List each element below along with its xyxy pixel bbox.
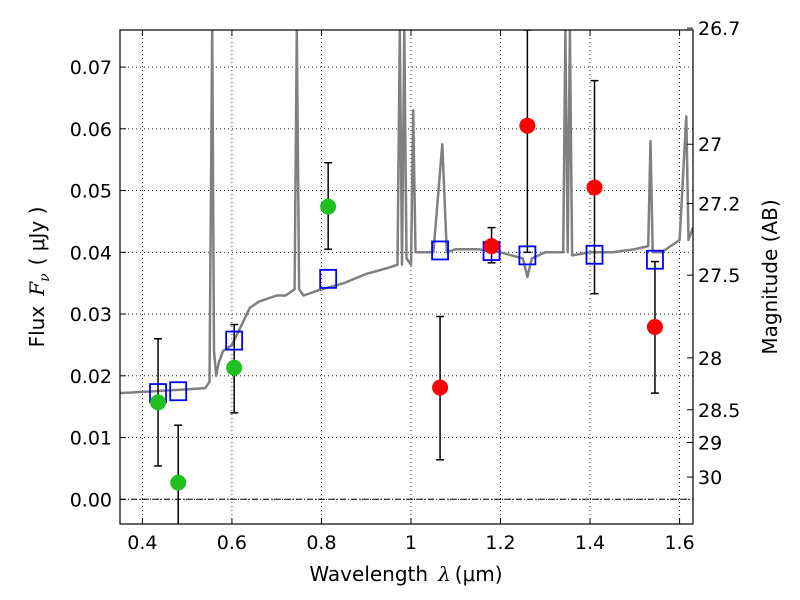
red-point — [483, 238, 500, 255]
green-point — [320, 198, 337, 215]
model-square — [225, 330, 244, 351]
green-point — [170, 474, 187, 491]
model-square — [646, 249, 664, 270]
y2-tick-label: 28.5 — [698, 400, 740, 422]
y2-tick-label: 28 — [698, 348, 722, 370]
x-tick-label: 0.4 — [127, 532, 157, 554]
y2-tick-label: 26.7 — [698, 18, 740, 40]
y2-axis-title: Magnitude (AB) — [758, 199, 782, 354]
x-tick-label: 1.2 — [485, 532, 515, 554]
axis-ticks: 0.4 0.6 0.8 1 1.2 1.4 1.6 0.00 0.01 0.02 0.03 0.04 0… — [70, 18, 741, 554]
model-square — [431, 240, 449, 261]
spectrum-line — [120, 30, 693, 395]
y-tick-label: 0.04 — [70, 242, 112, 264]
model-square — [585, 244, 604, 265]
x-tick-label: 1 — [405, 532, 417, 554]
red-point — [586, 179, 603, 196]
y-tick-label: 0.01 — [70, 428, 112, 450]
y-tick-label: 0.05 — [70, 181, 112, 203]
green-point — [150, 394, 167, 411]
x-tick-label: 0.6 — [217, 532, 247, 554]
green-point — [226, 359, 243, 376]
x-axis-title: Wavelength λ (μm) — [309, 562, 502, 586]
y-axis-title: FluxFν( μJy ) — [25, 207, 53, 348]
y-tick-label: 0.03 — [70, 304, 112, 326]
y2-tick-label: 27 — [698, 134, 722, 156]
model-square — [518, 245, 537, 266]
y-tick-label: 0.02 — [70, 366, 112, 388]
y2-tick-label: 29 — [698, 432, 722, 454]
y2-tick-label: 27.5 — [698, 265, 740, 287]
x-tick-label: 1.6 — [664, 532, 694, 554]
x-tick-label: 1.4 — [575, 532, 605, 554]
red-point — [646, 319, 663, 336]
y2-tick-label: 27.2 — [698, 194, 740, 216]
model-square — [169, 381, 188, 402]
red-point — [519, 117, 536, 134]
red-point — [432, 379, 449, 396]
y-tick-label: 0.06 — [70, 119, 112, 141]
y-tick-label: 0.00 — [70, 489, 112, 511]
y-tick-label: 0.07 — [70, 57, 112, 79]
y2-tick-label: 30 — [698, 467, 722, 489]
plot-area — [120, 30, 693, 524]
x-tick-label: 0.8 — [306, 532, 336, 554]
model-square — [319, 268, 338, 289]
plot-frame — [119, 29, 694, 525]
